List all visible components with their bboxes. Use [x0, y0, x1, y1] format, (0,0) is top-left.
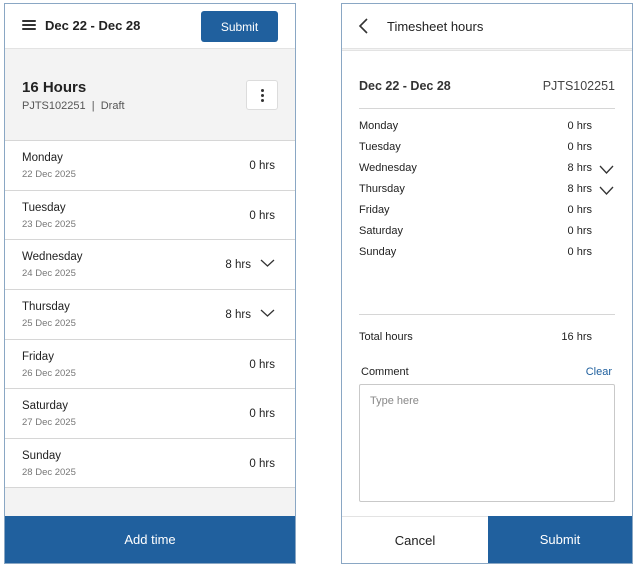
day-name: Saturday	[359, 225, 404, 237]
hours-card: Dec 22 - Dec 28 PJTS102251 Monday 0 hrs Tu…	[342, 50, 632, 519]
day-row-thursday[interactable]: Thursday 25 Dec 2025 8 hrs	[5, 289, 295, 339]
day-date: 27 Dec 2025	[22, 417, 76, 429]
add-time-button[interactable]: Add time	[5, 516, 295, 563]
day-hours: 8 hrs	[225, 259, 251, 272]
comment-input[interactable]	[359, 384, 615, 502]
timesheet-hours-screen: Timesheet hours Dec 22 - Dec 28 PJTS1022…	[341, 3, 633, 564]
day-hours: 0 hrs	[567, 120, 592, 132]
day-hours: 0 hrs	[567, 225, 592, 237]
day-row-sunday[interactable]: Sunday 28 Dec 2025 0 hrs	[5, 438, 295, 488]
day-name: Tuesday	[359, 141, 401, 153]
day-hours: 0 hrs	[567, 246, 592, 258]
project-status-line: PJTS102251 | Draft	[22, 100, 125, 112]
day-name: Friday	[359, 204, 390, 216]
day-name: Sunday	[22, 450, 62, 463]
day-hours-row-tuesday: Tuesday 0 hrs	[342, 141, 632, 162]
day-date: 24 Dec 2025	[22, 268, 76, 280]
day-name: Thursday	[359, 183, 405, 195]
day-name: Sunday	[359, 246, 397, 258]
day-hours: 8 hrs	[567, 183, 592, 195]
submit-button[interactable]: Submit	[201, 11, 278, 42]
day-name: Monday	[359, 120, 399, 132]
day-name: Wednesday	[359, 162, 417, 174]
day-hours: 0 hrs	[249, 358, 275, 371]
more-vertical-icon[interactable]	[246, 80, 278, 110]
day-hours-row-friday: Friday 0 hrs	[342, 204, 632, 225]
chevron-down-icon[interactable]	[260, 258, 275, 268]
menu-icon[interactable]	[22, 18, 36, 32]
day-hours: 0 hrs	[567, 141, 592, 153]
day-list: Monday 22 Dec 2025 0 hrs Tuesday 23 Dec 2025…	[5, 140, 295, 488]
day-hours-row-sunday: Sunday 0 hrs	[342, 246, 632, 267]
divider	[359, 314, 615, 315]
day-hours-row-wednesday: Wednesday 8 hrs	[342, 162, 632, 183]
day-date: 28 Dec 2025	[22, 467, 76, 479]
top-bar: Dec 22 - Dec 28 Submit	[5, 4, 295, 49]
separator: |	[91, 100, 95, 112]
timesheet-week-screen: Dec 22 - Dec 28 Submit 16 Hours PJTS1022…	[4, 3, 296, 564]
day-row-wednesday[interactable]: Wednesday 24 Dec 2025 8 hrs	[5, 239, 295, 290]
day-hours: 8 hrs	[567, 162, 592, 174]
day-hours-row-monday: Monday 0 hrs	[342, 120, 632, 141]
status-label: Draft	[100, 100, 125, 112]
comment-label: Comment	[361, 366, 409, 378]
week-range: Dec 22 - Dec 28	[45, 18, 141, 33]
total-hours-value: 16 hrs	[561, 331, 592, 343]
action-bar: Cancel Submit	[342, 516, 632, 563]
day-name: Thursday	[22, 301, 70, 314]
page-title: Timesheet hours	[387, 19, 484, 34]
week-range: Dec 22 - Dec 28	[359, 79, 451, 93]
day-date: 23 Dec 2025	[22, 218, 76, 230]
day-hours: 0 hrs	[249, 458, 275, 471]
clear-link[interactable]: Clear	[585, 366, 612, 378]
day-row-monday[interactable]: Monday 22 Dec 2025 0 hrs	[5, 140, 295, 190]
chevron-down-icon[interactable]	[599, 165, 614, 174]
day-hours: 0 hrs	[249, 209, 275, 222]
project-code: PJTS102251	[22, 100, 86, 112]
day-row-tuesday[interactable]: Tuesday 23 Dec 2025 0 hrs	[5, 189, 295, 240]
top-bar: Timesheet hours	[342, 4, 632, 49]
day-hours-row-saturday: Saturday 0 hrs	[342, 225, 632, 246]
chevron-left-icon[interactable]	[358, 18, 370, 34]
cancel-button[interactable]: Cancel	[342, 516, 488, 563]
project-code: PJTS102251	[542, 79, 615, 93]
day-row-saturday[interactable]: Saturday 27 Dec 2025 0 hrs	[5, 388, 295, 439]
day-date: 22 Dec 2025	[22, 169, 76, 180]
day-date: 25 Dec 2025	[22, 318, 76, 330]
timesheet-summary: 16 Hours PJTS102251 | Draft	[5, 50, 295, 140]
day-name: Friday	[22, 350, 54, 363]
day-name: Wednesday	[22, 251, 83, 264]
day-name: Saturday	[22, 400, 69, 413]
day-row-friday[interactable]: Friday 26 Dec 2025 0 hrs	[5, 338, 295, 389]
chevron-down-icon[interactable]	[260, 308, 275, 318]
day-hours: 0 hrs	[249, 408, 275, 421]
divider	[359, 108, 615, 109]
day-hours-row-thursday: Thursday 8 hrs	[342, 183, 632, 204]
day-hours: 0 hrs	[249, 160, 275, 172]
total-hours-title: 16 Hours	[22, 79, 87, 96]
day-hours: 8 hrs	[225, 309, 251, 322]
chevron-down-icon[interactable]	[599, 186, 614, 195]
day-name: Tuesday	[22, 201, 66, 214]
day-name: Monday	[22, 152, 63, 164]
total-hours-label: Total hours	[359, 331, 413, 343]
day-hours: 0 hrs	[567, 204, 592, 216]
day-date: 26 Dec 2025	[22, 367, 76, 379]
submit-button[interactable]: Submit	[488, 516, 632, 563]
